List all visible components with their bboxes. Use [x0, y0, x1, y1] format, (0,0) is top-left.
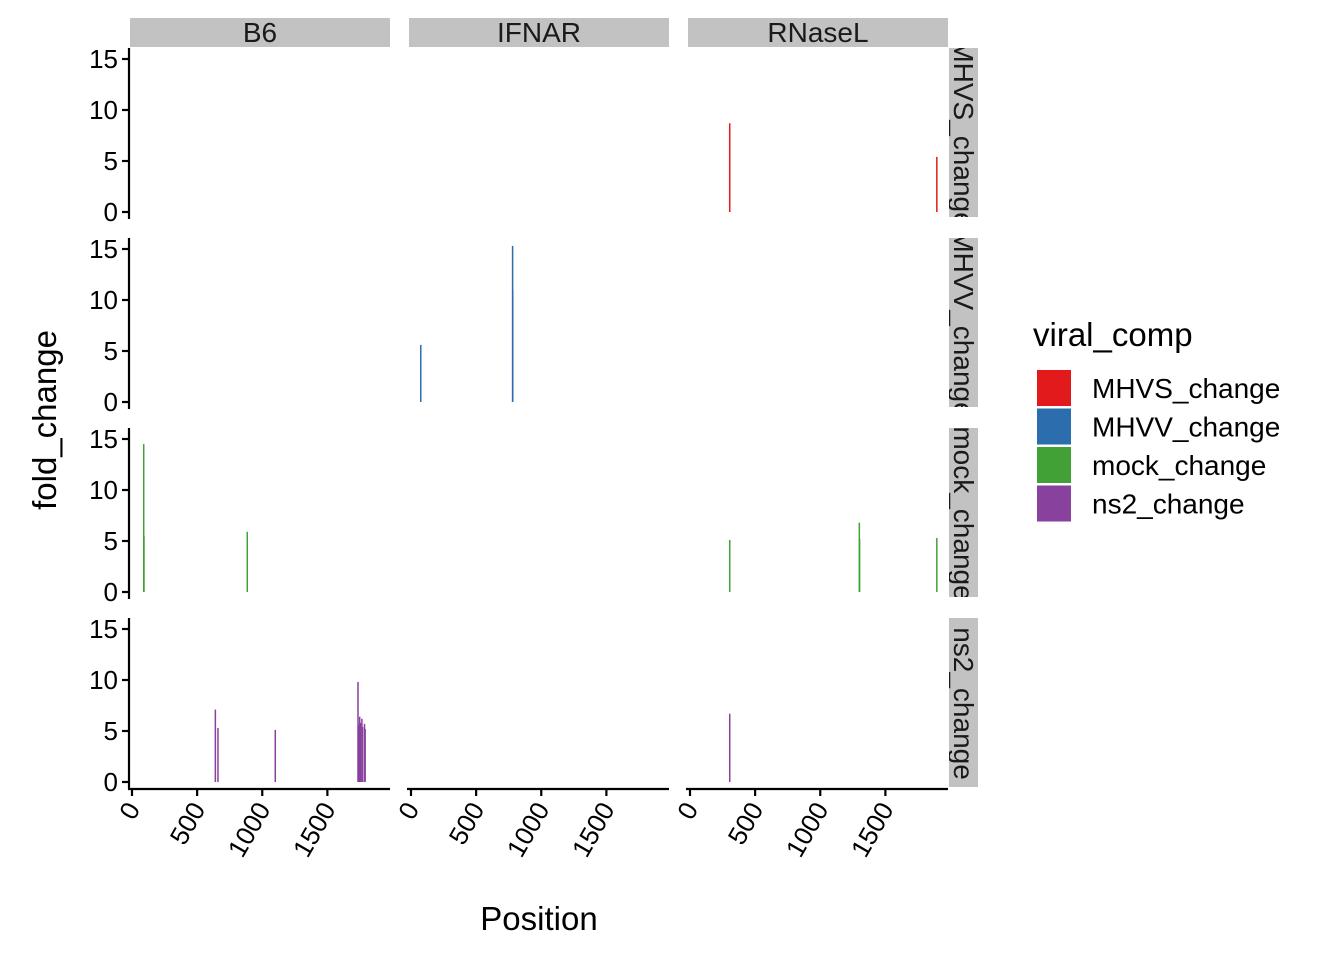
y-tick-label: 10 [89, 475, 118, 505]
legend-title: viral_comp [1033, 316, 1193, 353]
legend-swatch [1037, 447, 1071, 483]
bar-ns2_change [274, 729, 277, 782]
bar-mock_change [143, 535, 145, 592]
legend-swatch [1037, 408, 1071, 445]
strip-label-mock_change: mock_change [948, 426, 979, 600]
legend-label: MHVS_change [1092, 373, 1280, 404]
x-tick-label: 1500 [287, 797, 342, 862]
x-tick-label: 1000 [780, 797, 835, 862]
strip-ns2_change [949, 618, 978, 787]
y-tick-label: 10 [89, 665, 118, 695]
y-tick-label: 10 [89, 285, 118, 315]
x-tick-label: 1000 [501, 797, 556, 862]
bar-ns2_change [364, 728, 366, 782]
y-tick-label: 15 [89, 424, 118, 454]
strip-rnasel [688, 18, 948, 47]
strip-b6 [130, 18, 390, 47]
bar-MHVV_change [420, 344, 422, 402]
bar-mock_change [246, 531, 249, 592]
y-tick-label: 0 [104, 767, 118, 797]
y-tick-label: 0 [104, 387, 118, 417]
bar-ns2_change [361, 726, 364, 782]
bar-MHVS_change [728, 123, 731, 212]
y-tick-label: 5 [104, 716, 118, 746]
bar-MHVS_change [936, 156, 938, 212]
strip-MHVV_change [949, 238, 978, 407]
y-tick-label: 15 [89, 614, 118, 644]
strip-ifnar [409, 18, 669, 47]
strip-label-MHVV_change: MHVV_change [948, 229, 979, 417]
y-tick-label: 15 [89, 234, 118, 264]
strip-MHVS_change [949, 48, 978, 217]
legend-label: ns2_change [1092, 489, 1245, 520]
strip-mock_change [949, 428, 978, 597]
x-tick-label: 500 [443, 797, 491, 850]
legend-label: MHVV_change [1092, 412, 1280, 443]
legend-swatch [1037, 370, 1071, 406]
y-axis-title: fold_change [26, 330, 63, 510]
y-tick-label: 5 [104, 526, 118, 556]
bar-ns2_change [214, 709, 217, 782]
bar-mock_change [936, 537, 938, 592]
x-tick-label: 500 [164, 797, 212, 850]
x-tick-label: 1500 [845, 797, 900, 862]
bar-ns2_change [359, 722, 362, 782]
bar-ns2_change [358, 716, 361, 782]
x-tick-label: 500 [722, 797, 770, 850]
strip-label-ns2_change: ns2_change [948, 627, 979, 780]
y-tick-label: 0 [104, 577, 118, 607]
bar-MHVV_change [511, 289, 514, 402]
x-tick-label: 0 [113, 797, 146, 825]
bars-layer [142, 123, 938, 782]
x-tick-label: 0 [671, 797, 704, 825]
legend: viral_comp MHVS_change MHVV_change mock_ch… [1033, 316, 1280, 522]
bar-mock_change [728, 539, 731, 592]
strip-label-ifnar: IFNAR [497, 17, 581, 48]
bar-mock_change [142, 444, 145, 592]
x-tick-label: 1500 [566, 797, 621, 862]
strip-label-b6: B6 [243, 17, 277, 48]
strip-label-rnasel: RNaseL [767, 17, 868, 48]
bar-ns2_change [728, 713, 731, 782]
x-tick-label: 1000 [222, 797, 277, 862]
y-tick-label: 15 [89, 44, 118, 74]
bar-ns2_change [357, 724, 360, 782]
bar-ns2_change [217, 727, 219, 782]
y-tick-label: 5 [104, 146, 118, 176]
x-axis-title: Position [480, 900, 597, 937]
x-tick-label: 0 [392, 797, 425, 825]
legend-label: mock_change [1092, 450, 1266, 481]
y-tick-label: 10 [89, 95, 118, 125]
y-tick-label: 5 [104, 336, 118, 366]
strip-label-MHVS_change: MHVS_change [948, 39, 979, 227]
y-tick-label: 0 [104, 197, 118, 227]
bar-mock_change [858, 538, 861, 592]
legend-swatch [1037, 485, 1071, 522]
